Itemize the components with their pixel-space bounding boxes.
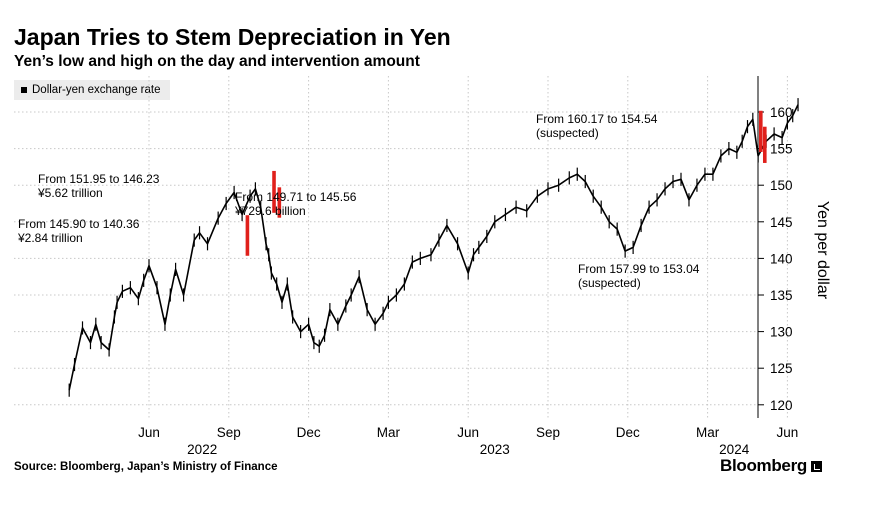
- annotation-intervention-5-label: From 157.99 to 153.04: [578, 262, 700, 276]
- y-axis-label: Yen per dollar: [814, 201, 831, 300]
- year-label: 2024: [719, 442, 750, 457]
- y-tick-label: 120: [770, 398, 793, 413]
- x-tick-label: Mar: [377, 425, 401, 440]
- x-tick-label: Dec: [616, 425, 640, 440]
- x-tick-label: Mar: [696, 425, 720, 440]
- annotation-intervention-3-amount: ¥729.6 billion: [234, 204, 306, 218]
- annotation-intervention-2-label: From 151.95 to 146.23: [38, 172, 160, 186]
- legend: Dollar-yen exchange rate: [14, 80, 170, 100]
- x-tick-label: Jun: [457, 425, 479, 440]
- year-label: 2023: [480, 442, 510, 457]
- y-tick-label: 125: [770, 361, 793, 376]
- year-label: 2022: [187, 442, 217, 457]
- y-tick-label: 140: [770, 251, 793, 266]
- annotation-intervention-4-amount: (suspected): [536, 126, 599, 140]
- intervention-bar: [759, 110, 763, 152]
- y-tick-label: 155: [770, 142, 793, 157]
- x-tick-label: Sep: [536, 425, 560, 440]
- grid: [14, 76, 788, 418]
- annotation-intervention-4-label: From 160.17 to 154.54: [536, 112, 658, 126]
- annotation-intervention-1-label: From 145.90 to 140.36: [18, 217, 140, 231]
- brand-logo: Bloomberg: [720, 456, 822, 476]
- series-line: [68, 104, 799, 391]
- intervention-bar: [762, 126, 767, 163]
- y-tick-label: 130: [770, 325, 793, 340]
- source-note: Source: Bloomberg, Japan’s Ministry of F…: [14, 461, 278, 473]
- y-tick-label: 145: [770, 215, 793, 230]
- intervention-bar: [245, 215, 250, 256]
- x-tick-labels: Jun Sep Dec Mar Jun Sep Dec Mar Jun: [138, 425, 798, 440]
- x-tick-label: Sep: [217, 425, 241, 440]
- chart-title: Japan Tries to Stem Depreciation in Yen: [14, 24, 451, 50]
- year-labels: 2022 2023 2024: [187, 442, 750, 457]
- y-tick-label: 150: [770, 178, 793, 193]
- x-tick-label: Jun: [138, 425, 160, 440]
- intervention-bar: [272, 170, 276, 213]
- y-tick-label: 160: [770, 105, 793, 120]
- annotation-intervention-3-label: From 149.71 to 145.56: [235, 190, 357, 204]
- intervention-bar: [277, 187, 282, 218]
- intervention-layer: [245, 110, 767, 256]
- legend-label: Dollar-yen exchange rate: [32, 84, 161, 96]
- legend-swatch-icon: [21, 87, 27, 93]
- annotation-intervention-5-amount: (suspected): [578, 276, 641, 290]
- x-tick-label: Jun: [777, 425, 799, 440]
- chart-subtitle: Yen’s low and high on the day and interv…: [14, 53, 420, 70]
- brand-name: Bloomberg: [719, 456, 807, 475]
- annotation-intervention-2-amount: ¥5.62 trillion: [37, 186, 103, 200]
- series-layer: [68, 98, 799, 397]
- annotation-intervention-1-amount: ¥2.84 trillion: [17, 231, 83, 245]
- y-tick-labels: 120 125 130 135 140 145 150 155 160: [770, 105, 793, 413]
- chart-box-icon: [811, 460, 822, 472]
- x-tick-label: Dec: [297, 425, 321, 440]
- y-tick-label: 135: [770, 288, 793, 303]
